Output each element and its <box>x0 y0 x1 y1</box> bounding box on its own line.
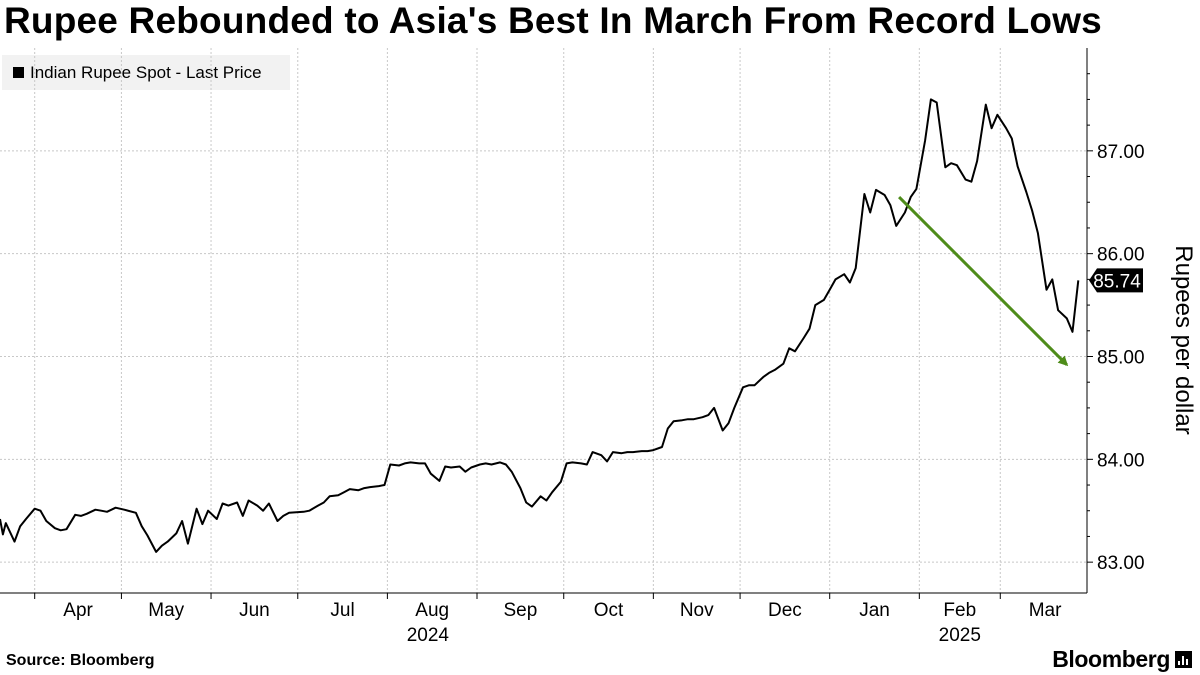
y-tick-label: 85.00 <box>1097 347 1145 368</box>
x-tick-label: Jun <box>239 600 270 621</box>
y-tick-label: 84.00 <box>1097 450 1145 471</box>
last-price-badge <box>1089 268 1143 293</box>
x-tick-label: Oct <box>594 600 624 621</box>
x-year-label: 2025 <box>939 625 981 646</box>
legend-label: Indian Rupee Spot - Last Price <box>30 62 262 82</box>
series-line-indian-rupee-spot <box>0 98 1080 553</box>
x-tick-label: Jan <box>859 600 890 621</box>
annotations <box>898 196 1069 367</box>
source-note: Source: Bloomberg <box>6 652 155 669</box>
axes: 83.00 84.00 85.00 86.00 87.00 Apr May Jun Jul Aug… <box>0 48 1145 646</box>
chart-title: Rupee Rebounded to Asia's Best In March … <box>4 0 1102 41</box>
x-tick-label: Mar <box>1029 600 1062 621</box>
bloomberg-logo: Bloomberg <box>1052 646 1170 672</box>
x-tick-label: Jul <box>330 600 354 621</box>
x-tick-label: May <box>148 600 184 621</box>
grid <box>0 48 1087 593</box>
x-tick-label: Aug <box>415 600 449 621</box>
x-tick-label: Sep <box>503 600 537 621</box>
x-tick-label: Feb <box>943 600 976 621</box>
y-tick-label: 86.00 <box>1097 245 1145 266</box>
chart-legend: Indian Rupee Spot - Last Price <box>2 55 290 90</box>
y-axis-label: Rupees per dollar <box>1170 245 1197 435</box>
decline-arrow <box>898 196 1069 367</box>
last-price-label: 85.74 <box>1093 271 1141 292</box>
bloomberg-mark-icon <box>1175 651 1192 668</box>
y-tick-label: 83.00 <box>1097 553 1145 574</box>
x-tick-label: Apr <box>63 600 93 621</box>
series <box>0 98 1080 553</box>
x-tick-label: Nov <box>680 600 714 621</box>
x-year-label: 2024 <box>407 625 450 646</box>
x-tick-label: Dec <box>768 600 802 621</box>
y-tick-label: 87.00 <box>1097 142 1145 163</box>
legend-swatch <box>13 67 24 78</box>
